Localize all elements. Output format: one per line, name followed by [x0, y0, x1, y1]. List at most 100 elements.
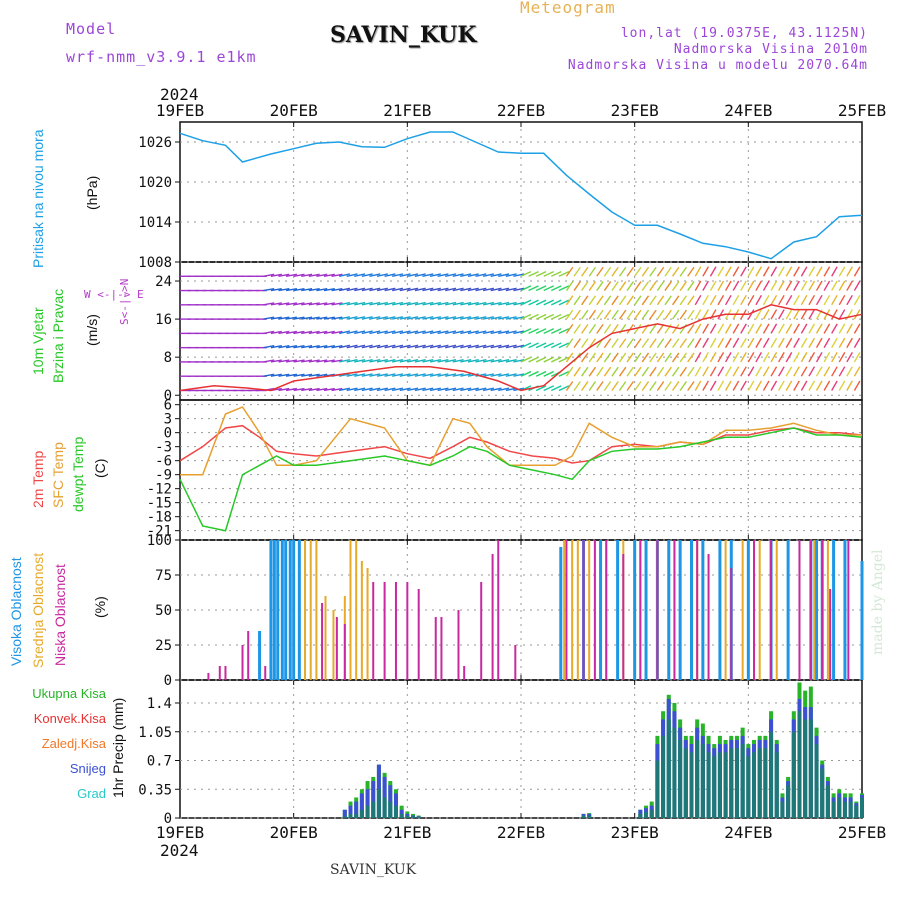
wind-barb — [369, 358, 381, 363]
y-tick-label: 1.05 — [138, 725, 172, 741]
wind-barb — [301, 287, 313, 292]
cloud-high-bar — [258, 631, 262, 680]
wind-barb — [331, 316, 343, 320]
wind-barb — [634, 295, 642, 306]
wind-barb — [649, 266, 657, 277]
wind-barb — [323, 287, 335, 292]
precip-label-graupel: Grad — [77, 786, 106, 801]
wind-barb — [573, 381, 581, 391]
y-tick-label: 6 — [164, 398, 172, 414]
y-tick-label: 0.35 — [138, 782, 172, 798]
wind-barb — [399, 330, 411, 335]
wind-barb — [452, 358, 464, 363]
wind-barb — [656, 352, 665, 363]
wind-barb — [445, 330, 457, 335]
wind-barb — [626, 309, 634, 320]
y-tick-label: -18 — [147, 510, 172, 526]
cloud-low-bar — [673, 540, 676, 680]
wind-barb — [626, 266, 634, 277]
wind-barb — [392, 344, 404, 349]
wind-barb — [558, 385, 570, 392]
y-tick-label: 1014 — [138, 215, 172, 231]
precip-graupel-bar — [729, 748, 734, 818]
cloud-high-bar — [746, 540, 750, 680]
wind-barb — [800, 280, 808, 291]
header-model-label: Model — [66, 20, 117, 38]
wind-barb — [475, 358, 487, 363]
wind-barb — [338, 344, 351, 349]
wind-barb — [634, 266, 642, 277]
precip-graupel-bar — [797, 711, 802, 818]
precip-snow-bar — [359, 793, 364, 818]
wind-barb — [603, 295, 612, 306]
top-date-label: 25FEB — [838, 101, 886, 120]
wind-barb — [778, 380, 785, 391]
precip-graupel-bar — [842, 801, 847, 818]
wind-barb — [308, 373, 320, 377]
wind-barb — [853, 309, 861, 320]
wind-barb — [429, 301, 441, 306]
wind-barb — [551, 313, 562, 320]
wind-barb — [808, 280, 816, 291]
cloud-low-bar — [406, 582, 409, 680]
wind-barb — [581, 266, 589, 277]
cloud-low-bar — [770, 540, 773, 680]
wind-barb — [831, 366, 838, 377]
wind-barb — [611, 266, 619, 277]
model-altitude: Nadmorska Visina u modelu 2070.64m — [567, 58, 868, 73]
wind-barb — [535, 356, 547, 363]
wind-barb — [323, 302, 335, 306]
cloud-low-bar — [457, 610, 460, 680]
wind-barb — [460, 301, 472, 306]
y-tick-label: 1020 — [138, 175, 172, 191]
wind-barb — [354, 287, 366, 292]
wind-barb — [482, 358, 495, 363]
wind-barb — [815, 323, 823, 334]
top-date-label: 19FEB — [156, 101, 204, 120]
wind-barb — [626, 381, 634, 391]
cloud-mid-bar — [366, 568, 369, 680]
cloud-high-bar — [297, 540, 301, 680]
wind-barb — [603, 366, 612, 377]
wind-barb — [278, 287, 290, 292]
wind-barb — [407, 387, 419, 392]
wind-barb — [376, 316, 388, 320]
wind-barb — [278, 330, 290, 335]
wind-dir-we: W <-|-> E — [84, 288, 144, 301]
cloud-mid-bar — [355, 540, 358, 680]
y-tick-label: 24 — [155, 274, 172, 290]
wind-barb — [513, 344, 525, 349]
precip-graupel-bar — [376, 789, 381, 818]
wind-barb — [285, 359, 298, 363]
wind-barb — [467, 387, 479, 392]
wind-barb — [445, 273, 457, 277]
wind-barb — [565, 295, 574, 306]
cloud-mid-bar — [775, 540, 778, 680]
cloud-low-bar — [639, 540, 642, 680]
wind-barb — [452, 373, 464, 377]
cloud-low-bar — [264, 666, 267, 680]
wind-barb — [793, 380, 800, 391]
wind-barb — [414, 387, 426, 392]
cloud-low-bar — [593, 540, 596, 680]
wind-barb — [361, 287, 373, 292]
station-title: SAVIN_KUK — [330, 22, 477, 48]
wind-barb — [285, 273, 298, 277]
wind-barb — [618, 366, 627, 377]
wind-barb — [747, 294, 755, 306]
wind-barb — [407, 358, 419, 363]
wind-barb — [520, 370, 532, 377]
wind-barb — [694, 294, 702, 306]
cloud-low-bar — [463, 666, 466, 680]
top-date-label: 23FEB — [611, 101, 659, 120]
wind-barb — [278, 316, 290, 320]
wind-barb — [846, 323, 853, 334]
wind-barb — [808, 352, 816, 363]
wind-barb — [460, 330, 472, 335]
wind-barb-field — [180, 266, 861, 392]
wind-barb — [800, 309, 808, 320]
wind-barb — [785, 380, 793, 391]
wind-barb — [437, 358, 449, 363]
wind-barb — [823, 294, 831, 306]
